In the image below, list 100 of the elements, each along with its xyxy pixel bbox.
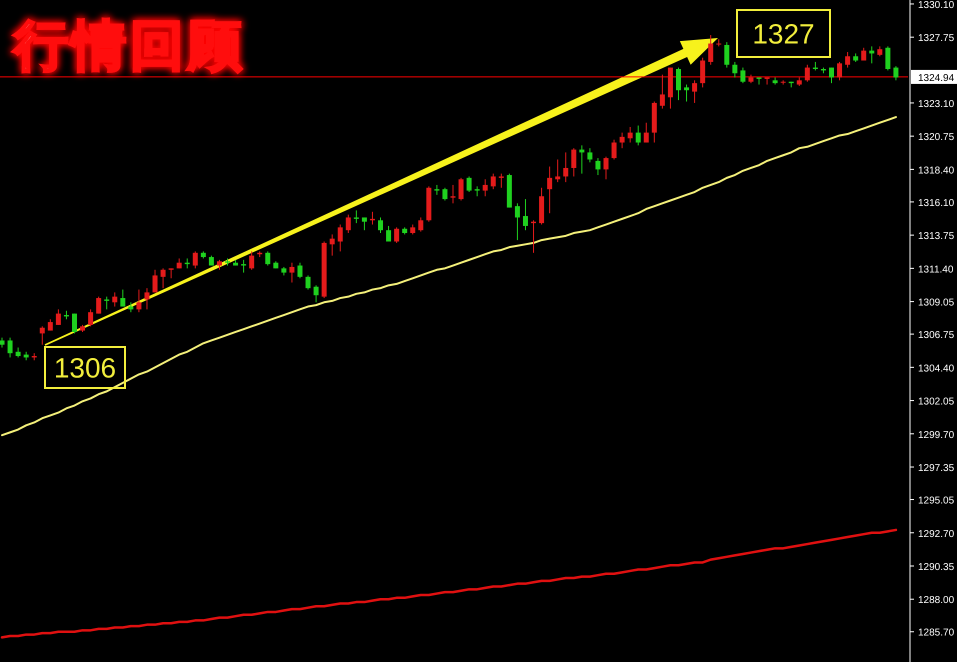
candlestick — [628, 126, 633, 144]
y-tick-label: 1299.70 — [918, 430, 955, 441]
candlestick — [386, 225, 392, 242]
y-tick-label: 1330.10 — [918, 0, 955, 11]
candlestick — [306, 274, 311, 290]
candlestick — [885, 46, 890, 71]
y-tick-label: 1306.75 — [918, 330, 955, 342]
candlestick — [176, 258, 182, 269]
y-tick-label: 1302.05 — [918, 396, 955, 408]
candlestick — [644, 122, 649, 144]
candlestick — [466, 176, 472, 193]
candlestick — [96, 296, 102, 314]
candlestick — [740, 67, 746, 84]
candlestick — [595, 158, 600, 176]
candlestick — [128, 302, 134, 313]
y-tick-label: 1297.35 — [918, 463, 955, 474]
candlestick — [40, 326, 45, 346]
candlestick — [531, 220, 536, 254]
candlestick — [8, 337, 13, 358]
candlestick — [362, 216, 367, 231]
candlestick — [877, 46, 882, 57]
candlestick — [861, 47, 866, 62]
candlestick — [692, 80, 698, 104]
y-tick-label: 1318.40 — [918, 165, 955, 176]
candlestick — [56, 308, 61, 326]
candlestick — [297, 262, 302, 279]
candlestick — [330, 234, 335, 256]
candlestick — [522, 198, 528, 231]
candlestick — [88, 308, 94, 327]
candlestick — [676, 67, 681, 101]
y-tick-label: 1309.05 — [918, 298, 955, 309]
candlestick — [354, 210, 359, 224]
candlestick — [700, 57, 706, 88]
candlestick — [579, 144, 584, 174]
candlestick — [555, 158, 560, 183]
candlestick — [265, 250, 270, 266]
y-tick-label: 1292.70 — [918, 528, 955, 540]
y-tick-label: 1311.40 — [918, 264, 954, 276]
y-tick-label: 1295.05 — [918, 496, 955, 507]
candlestick — [216, 259, 222, 270]
candlestick — [112, 292, 118, 308]
candlestick — [724, 42, 730, 68]
candlestick — [120, 289, 126, 308]
candlestick — [144, 288, 150, 310]
candlestick — [804, 64, 810, 82]
candlestick — [434, 184, 440, 196]
candlestick — [636, 125, 641, 146]
y-tick-label: 1323.10 — [918, 98, 955, 110]
candlestick — [289, 262, 294, 283]
candlestick — [0, 337, 5, 348]
candlestick — [837, 61, 842, 81]
candlestick — [474, 186, 480, 197]
y-tick-label: 1320.75 — [918, 132, 955, 144]
candlestick — [16, 347, 21, 358]
candlestick — [346, 214, 351, 234]
candlestick — [378, 216, 384, 234]
chart-title: 行情回顾 — [12, 16, 246, 76]
candlestick — [612, 139, 617, 160]
candlestick — [845, 52, 850, 68]
candlestick — [72, 313, 77, 334]
candlestick — [458, 177, 464, 201]
candlestick — [829, 67, 834, 84]
line-series — [0, 528, 898, 639]
candlestick — [370, 211, 375, 226]
candlestick — [442, 187, 448, 201]
candlestick — [490, 173, 496, 190]
candlestick — [241, 259, 246, 274]
candlestick — [410, 224, 416, 235]
candlestick — [708, 34, 714, 66]
candlestick — [418, 216, 424, 232]
candlestick — [620, 132, 625, 149]
y-tick-label: 1327.75 — [918, 33, 955, 44]
candlestick — [587, 148, 592, 163]
candlestick — [498, 173, 504, 188]
ref-line-label: 1324.94 — [918, 72, 955, 84]
candlestick — [394, 226, 400, 244]
candlestick — [482, 178, 488, 197]
y-tick-label: 1313.75 — [918, 231, 955, 242]
y-tick-label: 1288.00 — [918, 595, 955, 606]
annotation: 1327 — [752, 18, 815, 50]
candlestick — [160, 268, 166, 289]
candlestick — [152, 269, 158, 293]
candlestick — [893, 66, 898, 81]
candlestick — [192, 250, 198, 269]
y-tick-label: 1316.10 — [918, 198, 955, 209]
candlestick — [571, 148, 576, 177]
candlestick — [547, 166, 552, 214]
candlestick — [563, 152, 568, 183]
candlestick — [249, 250, 254, 270]
line-series — [1, 116, 897, 436]
candlestick — [732, 61, 738, 78]
candlestick — [184, 258, 190, 269]
candlestick — [314, 284, 319, 303]
candlestick — [104, 296, 110, 310]
candlestick — [136, 289, 142, 313]
y-tick-label: 1285.70 — [918, 628, 955, 639]
y-tick-label: 1290.35 — [918, 562, 955, 573]
candlestick — [660, 74, 665, 110]
candlestick — [869, 46, 874, 64]
y-tick-label: 1304.40 — [918, 363, 955, 374]
